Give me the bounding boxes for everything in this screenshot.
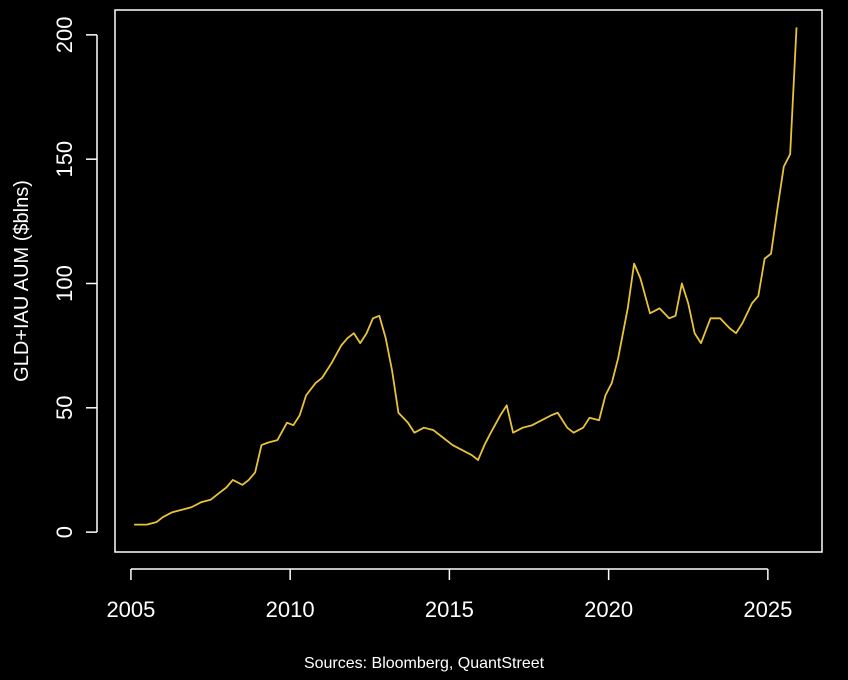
- plot-box: [114, 9, 823, 553]
- x-tick-label: 2025: [743, 597, 792, 622]
- x-axis: 2005 2010 2015 2020 2025: [106, 568, 792, 622]
- y-tick-label: 200: [52, 17, 77, 54]
- x-tick-label: 2015: [425, 597, 474, 622]
- x-tick-label: 2010: [266, 597, 315, 622]
- y-tick-label: 100: [52, 265, 77, 302]
- x-tick-label: 2020: [584, 597, 633, 622]
- y-axis-title: GLD+IAU AUM ($blns): [11, 180, 33, 382]
- y-axis: 0 50 100 150 200: [52, 17, 98, 538]
- source-note: Sources: Bloomberg, QuantStreet: [304, 655, 545, 672]
- y-tick-label: 150: [52, 141, 77, 178]
- series-line-aum: [134, 27, 798, 526]
- x-tick-label: 2005: [106, 597, 155, 622]
- y-tick-label: 50: [52, 396, 77, 420]
- y-tick-label: 0: [52, 526, 77, 538]
